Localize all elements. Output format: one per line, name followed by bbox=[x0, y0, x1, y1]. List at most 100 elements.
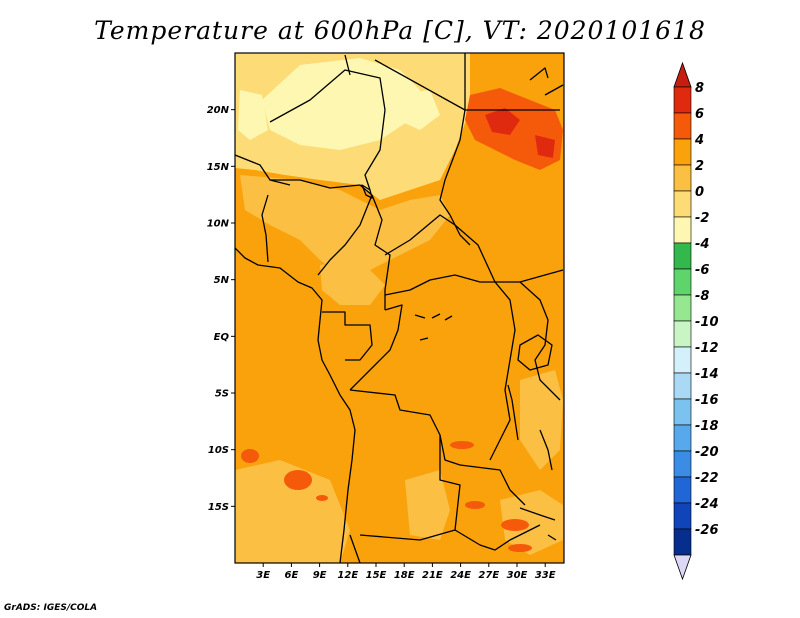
grads-credit: GrADS: IGES/COLA bbox=[4, 603, 98, 613]
border-nigeria-cameroon bbox=[317, 194, 373, 276]
latitude-axis: 20N 15N 10N 5N EQ 5S 10S 15S bbox=[207, 105, 235, 513]
border-drc-east bbox=[489, 281, 516, 461]
lon-tick-label: 27E bbox=[478, 570, 499, 581]
map-frame bbox=[234, 52, 565, 564]
lat-tick-label: 10N bbox=[207, 219, 230, 230]
border-niger-chad bbox=[364, 109, 386, 191]
lon-tick-label: 24E bbox=[450, 570, 471, 581]
lon-tick-label: 6E bbox=[285, 570, 299, 581]
colorbar-level-label: 4 bbox=[694, 133, 704, 148]
colorbar-level-label: -10 bbox=[695, 315, 719, 330]
border-zambia-east bbox=[459, 464, 526, 506]
mild-band-south bbox=[235, 460, 350, 563]
lon-tick-label: 9E bbox=[313, 570, 327, 581]
lat-tick-label: 20N bbox=[207, 105, 230, 116]
lat-tick-label: 15S bbox=[208, 502, 229, 513]
hot-core-ne-2 bbox=[535, 135, 555, 158]
colorbar-segment bbox=[673, 242, 692, 270]
mild-band-cameroon bbox=[320, 260, 385, 305]
lon-tick-label: 21E bbox=[422, 570, 443, 581]
colorbar-top-arrow bbox=[673, 61, 692, 88]
lon-tick-label: 18E bbox=[394, 570, 415, 581]
colorbar-level-label: 2 bbox=[695, 159, 704, 174]
colorbar-level-label: 6 bbox=[695, 107, 704, 122]
lat-tick-label: EQ bbox=[214, 332, 230, 343]
colorbar-segment bbox=[673, 164, 692, 192]
colorbar-segment bbox=[673, 294, 692, 322]
colorbar-segment bbox=[673, 424, 692, 452]
colorbar-segment bbox=[673, 372, 692, 400]
colorbar-segment bbox=[673, 346, 692, 374]
colorbar-level-label: -12 bbox=[695, 341, 719, 356]
lon-tick-label: 12E bbox=[337, 570, 358, 581]
lat-tick-label: 5S bbox=[215, 389, 229, 400]
border-chad-sudan bbox=[439, 109, 466, 216]
lat-tick-label: 5N bbox=[214, 275, 230, 286]
warm-patch-atlantic bbox=[241, 449, 259, 463]
longitude-axis: 3E 6E 9E 12E 15E 18E 21E 24E 27E 30E 33E bbox=[256, 563, 556, 581]
colorbar-segment bbox=[673, 502, 692, 530]
border-east-africa bbox=[519, 281, 561, 401]
colorbar-level-label: -6 bbox=[695, 263, 709, 278]
border-congo-gabon bbox=[322, 311, 373, 361]
border-south-sudan bbox=[449, 214, 564, 283]
colorbar-level-label: -2 bbox=[695, 211, 709, 226]
mild-band-central bbox=[240, 175, 450, 275]
border-mali-niger bbox=[235, 154, 291, 186]
warm-patch-sw bbox=[316, 495, 328, 501]
colorbar-level-label: -8 bbox=[695, 289, 709, 304]
border-angola-zambia bbox=[359, 435, 461, 541]
colorbar-level-label: -16 bbox=[695, 393, 719, 408]
hot-core-ne bbox=[485, 108, 520, 135]
lat-tick-label: 10S bbox=[208, 445, 229, 456]
border-car-north bbox=[384, 214, 496, 283]
colorbar-level-label: -14 bbox=[695, 367, 719, 382]
colorbar-level-label: -26 bbox=[695, 523, 719, 538]
map-title: Temperature at 600hPa [C], VT: 202010161… bbox=[94, 16, 706, 45]
colorbar-segment bbox=[673, 476, 692, 504]
colorbar-segment bbox=[673, 528, 692, 556]
cold-patch-north-3 bbox=[395, 90, 440, 130]
coastline-west-africa bbox=[235, 247, 356, 563]
colorbar-segment bbox=[673, 450, 692, 478]
colorbar-level-label: -22 bbox=[695, 471, 719, 486]
mild-band-lakes bbox=[520, 370, 563, 470]
temperature-field bbox=[235, 53, 564, 563]
lat-tick-label: 15N bbox=[207, 162, 230, 173]
lon-tick-label: 3E bbox=[256, 570, 270, 581]
lake-chad bbox=[361, 184, 373, 199]
border-southern bbox=[349, 524, 541, 563]
colorbar-level-label: -4 bbox=[695, 237, 709, 252]
border-nigeria-benin bbox=[261, 194, 269, 263]
border-chad-libya bbox=[344, 54, 466, 111]
warm-patch-south bbox=[450, 441, 474, 449]
colorbar-segment bbox=[673, 190, 692, 218]
lake-tanganyika bbox=[507, 384, 519, 441]
country-borders bbox=[235, 53, 564, 563]
colorbar-level-label: -18 bbox=[695, 419, 719, 434]
colorbar-segment bbox=[673, 86, 692, 114]
lon-tick-label: 15E bbox=[366, 570, 387, 581]
colorbar-segment bbox=[673, 268, 692, 296]
colorbar-bottom-arrow bbox=[673, 554, 692, 581]
colorbar-level-label: -20 bbox=[695, 445, 719, 460]
colorbar-segment bbox=[673, 216, 692, 244]
border-congo-drc bbox=[349, 304, 403, 391]
colorbar-segment bbox=[673, 398, 692, 426]
cold-patch-north-2 bbox=[238, 90, 268, 140]
border-cameroon-chad bbox=[371, 194, 391, 310]
lake-victoria bbox=[517, 334, 553, 371]
mild-band-eastsouth bbox=[500, 490, 563, 555]
colorbar-level-label: 8 bbox=[695, 81, 704, 96]
river-congo-fragments bbox=[414, 313, 453, 341]
lake-malawi bbox=[539, 429, 553, 471]
colorbar-level-label: -24 bbox=[695, 497, 719, 512]
red-sea-coast bbox=[529, 67, 549, 81]
colorbar-segment bbox=[673, 138, 692, 166]
border-car-south bbox=[384, 274, 495, 296]
mild-band-southeast bbox=[405, 470, 450, 540]
horn-region bbox=[544, 84, 564, 96]
border-niger-algeria bbox=[269, 69, 386, 123]
warm-patch-se bbox=[501, 519, 529, 531]
